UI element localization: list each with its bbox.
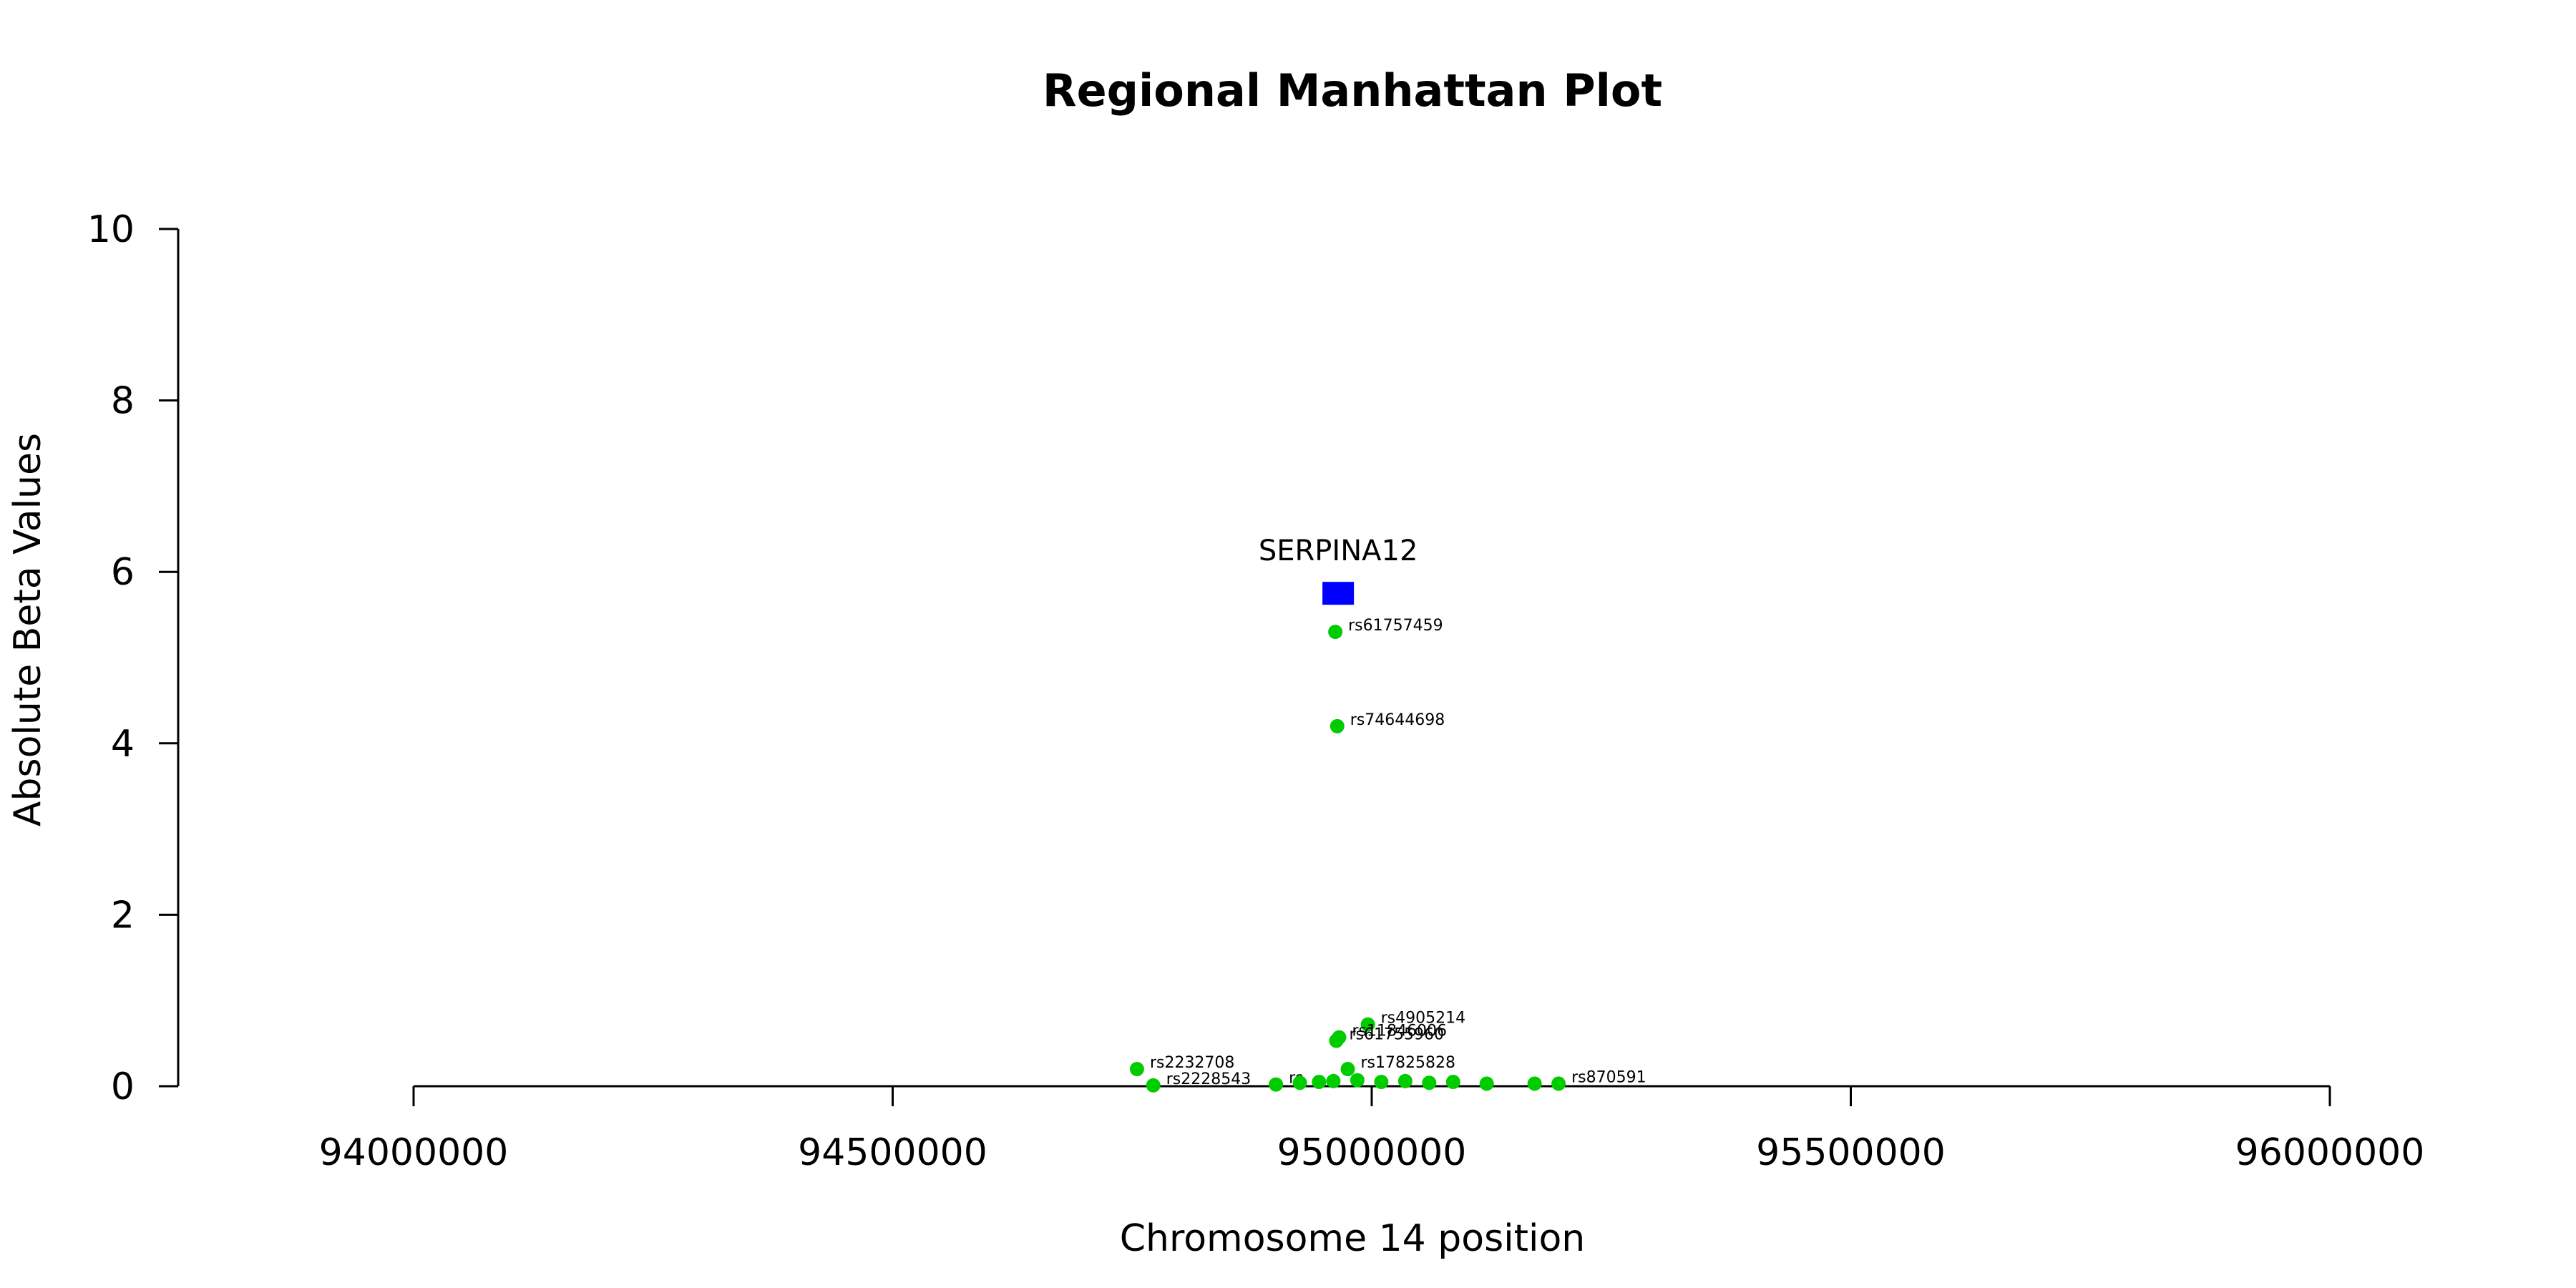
snp-point bbox=[1397, 1073, 1413, 1088]
x-tick-label: 94000000 bbox=[319, 1131, 509, 1174]
y-tick-label: 8 bbox=[111, 380, 135, 423]
snp-point bbox=[1326, 1073, 1341, 1088]
x-tick-label: 95000000 bbox=[1277, 1131, 1467, 1174]
snp-point bbox=[1374, 1075, 1389, 1090]
snp-label: rs17825828 bbox=[1361, 1054, 1455, 1072]
snp-point bbox=[1312, 1075, 1327, 1090]
snp-label: rs61755960 bbox=[1349, 1026, 1443, 1044]
x-axis-label: Chromosome 14 position bbox=[1120, 1217, 1586, 1260]
snp-point bbox=[1292, 1075, 1307, 1091]
snp-point bbox=[1146, 1078, 1161, 1093]
snp-label: rs11846006 bbox=[1352, 1023, 1446, 1040]
y-axis-label: Absolute Beta Values bbox=[6, 433, 49, 826]
x-tick-label: 96000000 bbox=[2235, 1131, 2425, 1174]
snp-point bbox=[1269, 1077, 1284, 1092]
snp-point bbox=[1330, 718, 1345, 733]
chart-title: Regional Manhattan Plot bbox=[1043, 64, 1662, 117]
snp-point bbox=[1551, 1076, 1566, 1091]
snp-label: rs2228543 bbox=[1166, 1070, 1252, 1088]
snp-point bbox=[1129, 1062, 1144, 1077]
snp-label: rs74644698 bbox=[1350, 711, 1445, 729]
snp-point bbox=[1329, 1033, 1344, 1048]
y-tick-label: 10 bbox=[87, 208, 135, 251]
y-tick-label: 2 bbox=[111, 894, 135, 937]
snp-label: rs4905214 bbox=[1381, 1010, 1466, 1028]
x-tick-label: 94500000 bbox=[798, 1131, 987, 1174]
snp-point bbox=[1422, 1075, 1437, 1091]
gene-markers: SERPINA12 bbox=[1259, 535, 1418, 605]
snp-point bbox=[1479, 1076, 1494, 1091]
gene-marker bbox=[1322, 582, 1355, 605]
snp-point bbox=[1340, 1062, 1355, 1077]
x-axis: 94000000 94500000 95000000 95500000 96000000 bbox=[319, 1085, 2425, 1174]
snp-point bbox=[1328, 625, 1343, 640]
y-tick-label: 0 bbox=[111, 1065, 135, 1108]
snp-point bbox=[1360, 1017, 1375, 1032]
gene-label: SERPINA12 bbox=[1259, 535, 1418, 567]
snp-label: rs2232708 bbox=[1150, 1054, 1235, 1072]
x-tick-label: 95500000 bbox=[1756, 1131, 1946, 1174]
snp-label: rs61757459 bbox=[1348, 617, 1443, 635]
y-tick-label: 6 bbox=[111, 551, 135, 594]
snp-point bbox=[1350, 1073, 1365, 1088]
snp-points: rs61757459rs74644698rs4905214rs11846006r… bbox=[1129, 617, 1646, 1093]
snp-label: rs870591 bbox=[1571, 1068, 1646, 1086]
snp-point bbox=[1445, 1075, 1460, 1090]
snp-point bbox=[1527, 1076, 1542, 1091]
y-tick-label: 4 bbox=[111, 723, 135, 766]
y-axis: 0 2 4 6 8 10 bbox=[87, 208, 180, 1108]
